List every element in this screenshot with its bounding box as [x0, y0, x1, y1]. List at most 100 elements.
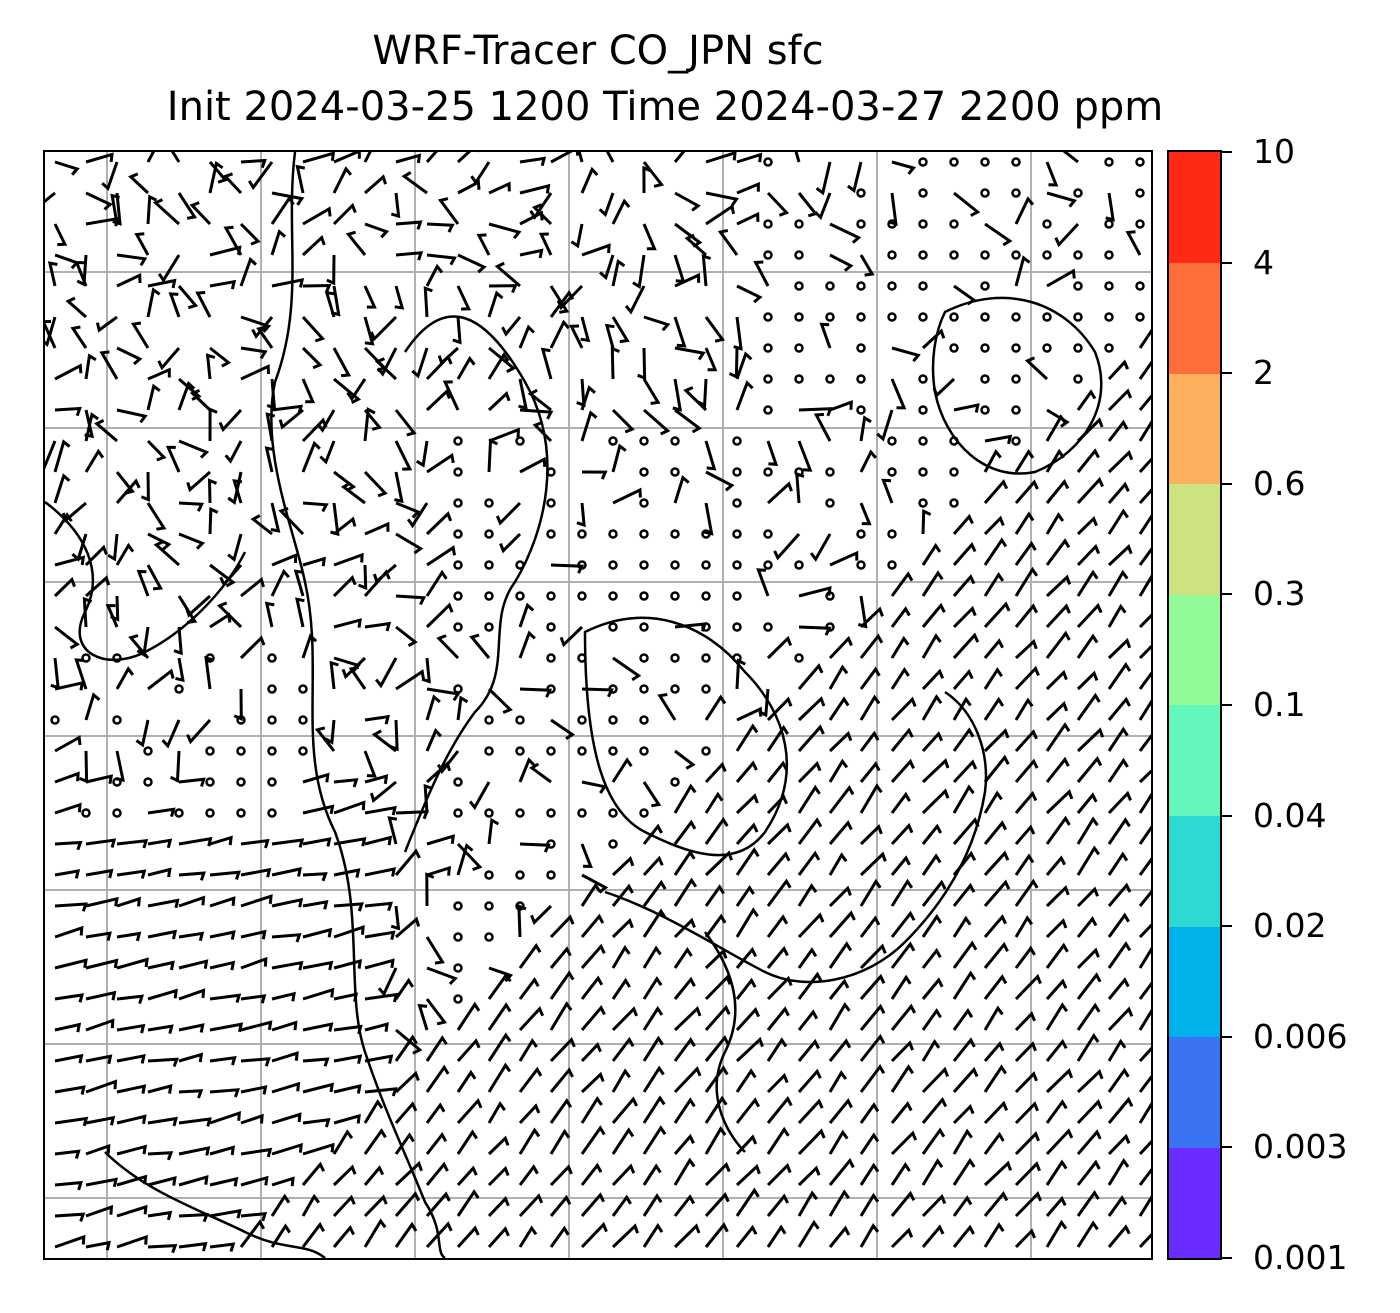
wind-barb	[876, 409, 894, 442]
wind-barb	[704, 347, 718, 372]
wind-barb	[54, 1180, 84, 1191]
wind-barb	[178, 988, 206, 1001]
wind-barb	[642, 1222, 664, 1248]
wind-barb	[1076, 1189, 1100, 1217]
wind-barb	[395, 153, 422, 164]
wind-barb	[302, 1022, 334, 1032]
calm-wind-marker	[701, 529, 711, 539]
wind-barb	[54, 1116, 89, 1127]
wind-barb	[674, 191, 701, 212]
wind-barb	[1138, 769, 1151, 784]
calm-wind-marker	[267, 808, 277, 818]
colorbar-tick	[1222, 1146, 1232, 1149]
wind-barb	[415, 440, 429, 468]
wind-barb	[487, 290, 504, 318]
calm-wind-marker	[732, 591, 742, 601]
wind-barb	[921, 977, 944, 1000]
wind-barb	[642, 945, 662, 969]
wind-barb	[395, 251, 424, 261]
wind-barb	[605, 152, 615, 163]
wind-barb	[53, 473, 71, 504]
wind-barb	[657, 693, 677, 721]
wind-barb	[736, 284, 763, 304]
wind-barb	[735, 822, 759, 845]
wind-barb	[54, 993, 85, 1003]
colorbar-tick-label: 0.001	[1253, 1238, 1348, 1277]
wind-barb	[921, 758, 950, 784]
wind-barb	[239, 1219, 266, 1248]
wind-barb	[116, 1084, 147, 1094]
wind-barb	[766, 975, 793, 1001]
calm-wind-marker	[670, 560, 680, 570]
wind-barb	[704, 850, 734, 877]
wind-barb	[1045, 512, 1065, 535]
wind-barb	[116, 346, 143, 366]
coastline-southwest	[104, 1151, 326, 1258]
wind-barb	[395, 669, 425, 691]
wind-barb	[890, 1161, 911, 1186]
wind-barb	[952, 1224, 975, 1248]
wind-barb	[797, 1190, 818, 1217]
wind-barb	[332, 1194, 356, 1218]
wind-barb	[828, 730, 853, 753]
wind-barb	[984, 222, 1013, 247]
calm-wind-marker	[701, 746, 711, 756]
wind-barb	[683, 386, 708, 412]
wind-barb	[1014, 853, 1035, 876]
wind-barb	[518, 324, 535, 349]
wind-barb	[85, 191, 113, 211]
colorbar-tick	[1222, 1257, 1232, 1259]
wind-barb	[301, 315, 326, 343]
wind-barb	[157, 347, 181, 371]
wind-barb	[952, 940, 978, 969]
wind-barb	[346, 378, 367, 402]
calm-wind-marker	[546, 529, 556, 539]
wind-barb	[1076, 1002, 1101, 1031]
wind-barb	[1014, 878, 1039, 907]
wind-barb	[673, 1036, 696, 1062]
wind-barb	[766, 440, 779, 466]
wind-barb	[487, 1032, 512, 1062]
wind-barb	[642, 378, 661, 405]
wind-barb	[1046, 191, 1078, 208]
wind-barb	[147, 367, 171, 381]
wind-barb	[116, 896, 142, 908]
wind-barb	[736, 181, 760, 195]
wind-barb	[147, 988, 178, 1001]
wind-barb	[1107, 419, 1129, 442]
wind-barb	[1138, 574, 1151, 597]
wind-barb	[301, 1221, 326, 1248]
wind-barb	[735, 884, 755, 907]
calm-wind-marker	[825, 591, 835, 601]
wind-barb	[116, 869, 147, 879]
wind-barb	[116, 253, 148, 267]
wind-barb	[704, 791, 724, 814]
wind-barb	[921, 602, 946, 628]
calm-wind-marker	[267, 715, 277, 725]
wind-barb	[468, 781, 491, 811]
wind-barb	[74, 658, 88, 690]
wind-barb	[178, 931, 205, 942]
wind-barb	[859, 1132, 880, 1155]
calm-wind-marker	[887, 281, 897, 291]
wind-barb	[598, 192, 615, 218]
wind-barb	[952, 817, 980, 845]
wind-barb	[921, 1193, 947, 1218]
wind-barb	[952, 696, 972, 721]
wind-barb	[394, 471, 404, 504]
calm-wind-marker	[639, 808, 649, 818]
wind-barb	[45, 316, 57, 347]
wind-barb	[394, 1160, 423, 1187]
wind-barb	[530, 904, 553, 926]
wind-barb	[240, 867, 272, 878]
wind-barb	[209, 1088, 240, 1098]
wind-barb	[1076, 845, 1101, 876]
wind-barb	[1014, 945, 1036, 969]
wind-barb	[456, 355, 476, 380]
wind-barb	[766, 1126, 790, 1155]
wind-barb	[921, 947, 942, 969]
calm-wind-marker	[267, 684, 277, 694]
wind-barb	[394, 285, 405, 310]
wind-barb	[797, 440, 813, 472]
calm-wind-marker	[670, 653, 680, 663]
